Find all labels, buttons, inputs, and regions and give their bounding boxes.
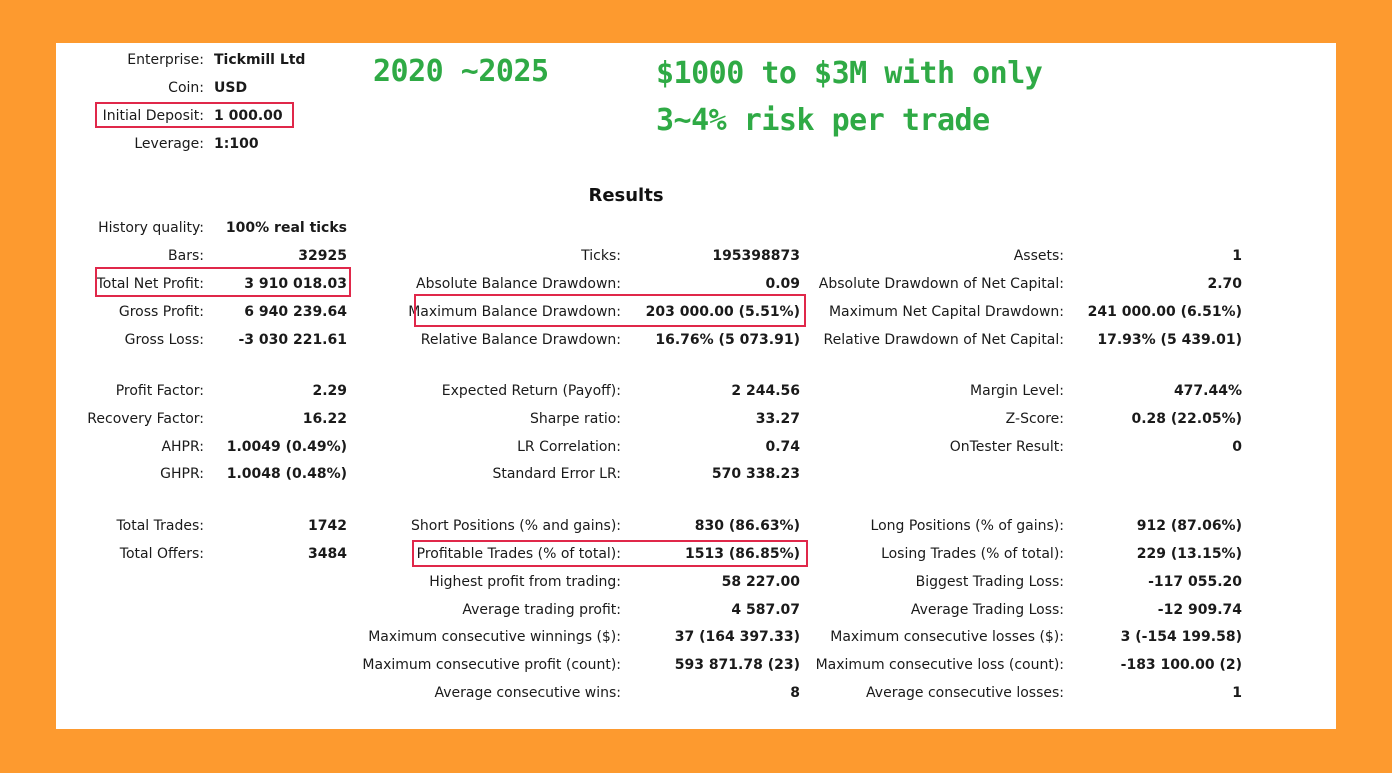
enterprise-value: Tickmill Ltd xyxy=(214,52,306,68)
average-consecutive-wins-label: Average consecutive wins: xyxy=(434,685,621,701)
z-score-label: Z-Score: xyxy=(1005,411,1064,427)
sharpe-ratio-value: 33.27 xyxy=(755,411,800,427)
biggest-trading-loss-value: -117 055.20 xyxy=(1148,574,1242,590)
ghpr-label: GHPR: xyxy=(160,466,204,482)
profitable-trades-value: 1513 (86.85%) xyxy=(685,546,800,562)
ticks-value: 195398873 xyxy=(712,248,800,264)
gross-profit-label: Gross Profit: xyxy=(118,304,204,320)
profitable-trades-label: Profitable Trades (% of total): xyxy=(416,546,621,562)
initial-deposit-label: Initial Deposit: xyxy=(102,108,204,124)
absolute-balance-drawdown-value: 0.09 xyxy=(765,276,800,292)
relative-balance-drawdown-label: Relative Balance Drawdown: xyxy=(420,332,621,348)
max-consecutive-profit-value: 593 871.78 (23) xyxy=(674,657,800,673)
average-trading-profit-label: Average trading profit: xyxy=(462,602,621,618)
average-trading-loss-label: Average Trading Loss: xyxy=(910,602,1064,618)
ghpr-value: 1.0048 (0.48%) xyxy=(226,466,347,482)
report-panel: Enterprise: Tickmill Ltd Coin: USD Initi… xyxy=(56,43,1336,729)
recovery-factor-value: 16.22 xyxy=(302,411,347,427)
long-positions-value: 912 (87.06%) xyxy=(1136,518,1242,534)
gross-profit-value: 6 940 239.64 xyxy=(244,304,347,320)
gross-loss-value: -3 030 221.61 xyxy=(238,332,347,348)
average-trading-loss-value: -12 909.74 xyxy=(1157,602,1242,618)
expected-return-label: Expected Return (Payoff): xyxy=(441,383,621,399)
average-consecutive-wins-value: 8 xyxy=(790,685,800,701)
coin-label: Coin: xyxy=(168,80,204,96)
max-consecutive-losses-label: Maximum consecutive losses ($): xyxy=(830,629,1064,645)
lr-correlation-value: 0.74 xyxy=(765,439,800,455)
max-consecutive-loss-count-label: Maximum consecutive loss (count): xyxy=(815,657,1064,673)
total-net-profit-highlight-box xyxy=(95,267,351,297)
absolute-drawdown-net-capital-label: Absolute Drawdown of Net Capital: xyxy=(818,276,1064,292)
sharpe-ratio-label: Sharpe ratio: xyxy=(529,411,621,427)
bars-label: Bars: xyxy=(168,248,204,264)
max-consecutive-winnings-label: Maximum consecutive winnings ($): xyxy=(368,629,621,645)
absolute-balance-drawdown-label: Absolute Balance Drawdown: xyxy=(416,276,621,292)
lr-correlation-label: LR Correlation: xyxy=(517,439,621,455)
short-positions-value: 830 (86.63%) xyxy=(694,518,800,534)
biggest-trading-loss-label: Biggest Trading Loss: xyxy=(915,574,1064,590)
standard-error-lr-label: Standard Error LR: xyxy=(492,466,621,482)
maximum-net-capital-drawdown-label: Maximum Net Capital Drawdown: xyxy=(828,304,1064,320)
headline-line2: 3~4% risk per trade xyxy=(656,103,990,138)
highest-profit-label: Highest profit from trading: xyxy=(429,574,621,590)
ahpr-label: AHPR: xyxy=(161,439,204,455)
initial-deposit-highlight-box xyxy=(95,102,294,128)
history-quality-label: History quality: xyxy=(98,220,204,236)
total-net-profit-label: Total Net Profit: xyxy=(96,276,204,292)
profitable-trades-highlight-box xyxy=(412,540,808,567)
total-net-profit-value: 3 910 018.03 xyxy=(244,276,347,292)
initial-deposit-value: 1 000.00 xyxy=(214,108,283,124)
maximum-balance-drawdown-highlight-box xyxy=(414,294,806,327)
relative-drawdown-net-capital-label: Relative Drawdown of Net Capital: xyxy=(823,332,1064,348)
ticks-label: Ticks: xyxy=(581,248,621,264)
margin-level-label: Margin Level: xyxy=(970,383,1064,399)
bars-value: 32925 xyxy=(298,248,347,264)
maximum-balance-drawdown-label: Maximum Balance Drawdown: xyxy=(408,304,621,320)
short-positions-label: Short Positions (% and gains): xyxy=(411,518,621,534)
enterprise-label: Enterprise: xyxy=(127,52,204,68)
assets-value: 1 xyxy=(1232,248,1242,264)
leverage-value: 1:100 xyxy=(214,136,259,152)
maximum-net-capital-drawdown-value: 241 000.00 (6.51%) xyxy=(1087,304,1242,320)
ahpr-value: 1.0049 (0.49%) xyxy=(226,439,347,455)
gross-loss-label: Gross Loss: xyxy=(124,332,204,348)
relative-drawdown-net-capital-value: 17.93% (5 439.01) xyxy=(1097,332,1242,348)
profit-factor-label: Profit Factor: xyxy=(115,383,204,399)
margin-level-value: 477.44% xyxy=(1173,383,1242,399)
losing-trades-label: Losing Trades (% of total): xyxy=(881,546,1064,562)
average-consecutive-losses-value: 1 xyxy=(1232,685,1242,701)
maximum-balance-drawdown-value: 203 000.00 (5.51%) xyxy=(645,304,800,320)
recovery-factor-label: Recovery Factor: xyxy=(87,411,204,427)
standard-error-lr-value: 570 338.23 xyxy=(711,466,800,482)
results-title: Results xyxy=(588,185,664,206)
relative-balance-drawdown-value: 16.76% (5 073.91) xyxy=(655,332,800,348)
highest-profit-value: 58 227.00 xyxy=(721,574,800,590)
average-consecutive-losses-label: Average consecutive losses: xyxy=(866,685,1064,701)
max-consecutive-loss-count-value: -183 100.00 (2) xyxy=(1120,657,1242,673)
z-score-value: 0.28 (22.05%) xyxy=(1131,411,1242,427)
profit-factor-value: 2.29 xyxy=(312,383,347,399)
leverage-label: Leverage: xyxy=(134,136,204,152)
ontester-result-label: OnTester Result: xyxy=(949,439,1064,455)
total-trades-value: 1742 xyxy=(308,518,347,534)
total-offers-label: Total Offers: xyxy=(119,546,204,562)
max-consecutive-losses-value: 3 (-154 199.58) xyxy=(1120,629,1242,645)
expected-return-value: 2 244.56 xyxy=(731,383,800,399)
history-quality-value: 100% real ticks xyxy=(225,220,347,236)
assets-label: Assets: xyxy=(1013,248,1064,264)
long-positions-label: Long Positions (% of gains): xyxy=(870,518,1064,534)
absolute-drawdown-net-capital-value: 2.70 xyxy=(1207,276,1242,292)
max-consecutive-winnings-value: 37 (164 397.33) xyxy=(674,629,800,645)
total-offers-value: 3484 xyxy=(308,546,347,562)
coin-value: USD xyxy=(214,80,248,96)
average-trading-profit-value: 4 587.07 xyxy=(731,602,800,618)
max-consecutive-profit-label: Maximum consecutive profit (count): xyxy=(362,657,621,673)
losing-trades-value: 229 (13.15%) xyxy=(1136,546,1242,562)
ontester-result-value: 0 xyxy=(1232,439,1242,455)
headline-years: 2020 ~2025 xyxy=(373,54,549,89)
total-trades-label: Total Trades: xyxy=(116,518,205,534)
headline-line1: $1000 to $3M with only xyxy=(656,56,1043,91)
